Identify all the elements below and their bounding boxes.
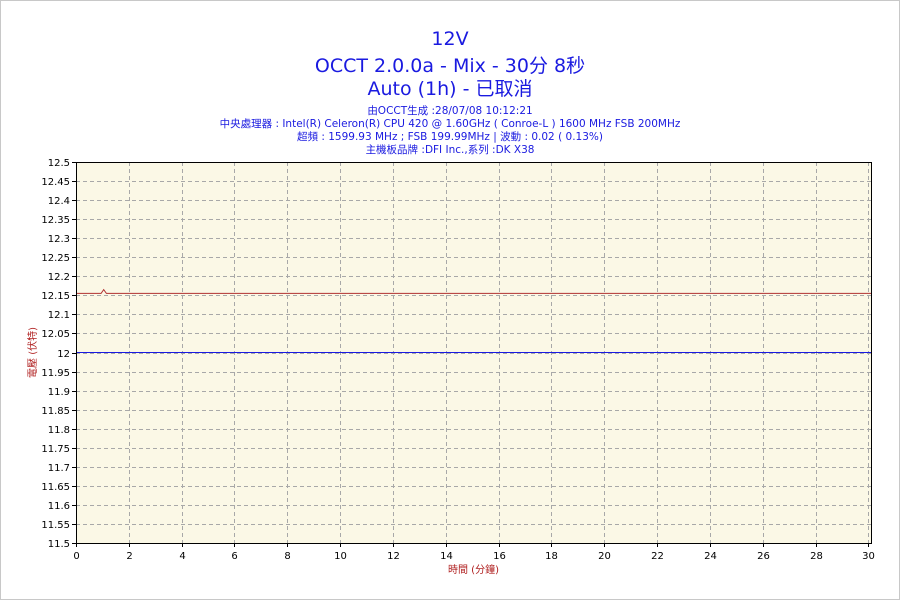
info-cpu: 中央處理器 : Intel(R) Celeron(R) CPU 420 @ 1.… [219,118,681,130]
x-tick-label: 0 [73,551,79,562]
y-tick-label: 12.15 [41,291,70,302]
x-tick-label: 26 [757,551,770,562]
series-line-1 [76,288,871,294]
info-motherboard: 主機板品牌 :DFI Inc.,系列 :DK X38 [365,144,535,156]
y-tick-label: 12.25 [41,253,70,264]
y-tick-label: 12.5 [48,158,70,169]
x-tick-label: 20 [598,551,611,562]
y-axis-label: 電壓 (伏特) [26,327,39,378]
y-tick-label: 12.2 [48,272,70,283]
x-tick-label: 8 [284,551,290,562]
x-tick-label: 30 [862,551,875,562]
x-tick-label: 24 [704,551,717,562]
x-tick-label: 2 [126,551,132,562]
x-tick-label: 12 [387,551,400,562]
chart-title: 12V [431,28,469,50]
y-tick-label: 12.05 [41,329,70,340]
y-tick-label: 11.8 [48,425,70,436]
y-tick-label: 12.4 [48,196,70,207]
y-tick-label: 11.65 [41,482,70,493]
y-tick-label: 12.1 [48,310,70,321]
x-axis-label: 時間 (分鐘) [448,563,499,576]
info-generated: 由OCCT生成 :28/07/08 10:12:21 [367,105,533,117]
chart-subtitle-mode: Auto (1h) - 已取消 [367,78,533,100]
y-tick-label: 11.85 [41,406,70,417]
y-tick-label: 11.6 [48,501,70,512]
y-tick-label: 11.7 [48,463,70,474]
y-tick-label: 11.5 [48,539,70,550]
y-tick-label: 12 [57,349,70,360]
y-tick-label: 12.3 [48,234,70,245]
y-tick-label: 12.45 [41,177,70,188]
y-tick-label: 11.75 [41,444,70,455]
x-tick-label: 16 [493,551,506,562]
x-tick-label: 10 [334,551,347,562]
plot-border [76,162,872,544]
y-tick-label: 11.55 [41,520,70,531]
x-tick-label: 18 [545,551,558,562]
x-tick-label: 28 [810,551,823,562]
y-tick-label: 11.95 [41,368,70,379]
x-tick-label: 6 [231,551,237,562]
y-tick-label: 12.35 [41,215,70,226]
x-tick-label: 4 [179,551,185,562]
chart-subtitle-test: OCCT 2.0.0a - Mix - 30分 8秒 [314,55,586,77]
y-tick-label: 11.9 [48,387,70,398]
x-tick-label: 22 [651,551,664,562]
info-overclock: 超頻 : 1599.93 MHz ; FSB 199.99MHz | 波動 : … [297,131,603,143]
x-tick-label: 14 [440,551,453,562]
